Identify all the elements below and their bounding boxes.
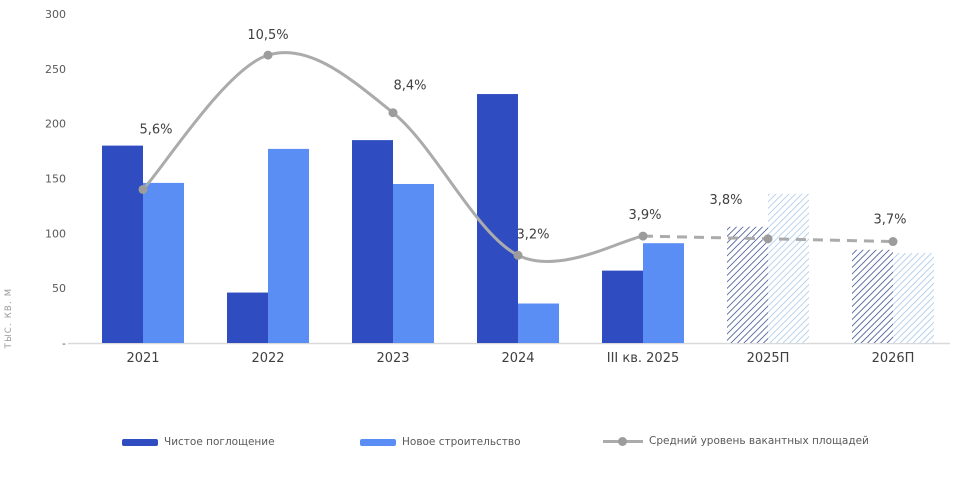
x-tick-2021: 2021 — [126, 351, 159, 366]
y-tick-300: 300 — [45, 8, 66, 21]
vacancy-point-2024 — [513, 250, 523, 260]
y-tick-50: 50 — [52, 282, 66, 295]
y-axis-title: ТЫС. КВ. М — [4, 287, 14, 349]
bar-new-construction-2024 — [518, 303, 559, 343]
legend-label-vacancy-rate: Средний уровень вакантных площадей — [649, 435, 869, 447]
vacancy-label-2021: 5,6% — [139, 122, 172, 137]
x-tick-2026П: 2026П — [872, 351, 915, 366]
vacancy-point-2022 — [263, 50, 273, 60]
vacancy-point-III кв. 2025 — [638, 231, 648, 241]
x-tick-2025П: 2025П — [747, 351, 790, 366]
vacancy-point-2021 — [138, 184, 148, 194]
vacancy-label-2024: 3,2% — [516, 227, 549, 242]
bar-net-absorption-2026П — [852, 249, 893, 343]
vacancy-point-2025П — [763, 234, 773, 244]
x-tick-2023: 2023 — [376, 351, 409, 366]
bar-net-absorption-2025П — [727, 226, 768, 343]
x-tick-2022: 2022 — [251, 351, 284, 366]
net-absorption-swatch-icon — [122, 438, 158, 446]
vacancy-label-III кв. 2025: 3,9% — [628, 208, 661, 223]
y-tick-250: 250 — [45, 63, 66, 76]
vacancy-label-2023: 8,4% — [393, 79, 426, 94]
x-tick-III кв. 2025: III кв. 2025 — [607, 351, 680, 366]
chart-plot-area: 300 250 200 150 100 50 - 5,6% 10,5% 8,4% 3,2% 3,9% 3… — [45, 8, 950, 366]
legend-item-net-absorption: Чистое поглощение — [122, 436, 275, 448]
legend-item-vacancy-rate: Средний уровень вакантных площадей — [603, 435, 869, 447]
bar-net-absorption-2022 — [227, 292, 268, 343]
new-construction-swatch-icon — [360, 438, 396, 446]
vacancy-label-2022: 10,5% — [247, 28, 288, 43]
bar-net-absorption-2021 — [102, 145, 143, 343]
y-tick-200: 200 — [45, 118, 66, 131]
bar-new-construction-2023 — [393, 183, 434, 343]
bar-net-absorption-2024 — [477, 94, 518, 343]
legend-label-new-construction: Новое строительство — [402, 436, 521, 448]
bar-net-absorption-III кв. 2025 — [602, 270, 643, 343]
bar-net-absorption-2023 — [352, 140, 393, 343]
vacancy-line-marker-icon — [603, 436, 643, 446]
vacancy-point-2023 — [388, 108, 398, 118]
vacancy-label-2025П: 3,8% — [709, 193, 742, 208]
vacancy-point-2026П — [888, 237, 898, 247]
y-tick-150: 150 — [45, 173, 66, 186]
bar-new-construction-III кв. 2025 — [643, 243, 684, 343]
bar-new-construction-2026П — [893, 253, 934, 343]
legend-item-new-construction: Новое строительство — [360, 436, 521, 448]
bar-new-construction-2022 — [268, 148, 309, 343]
x-tick-2024: 2024 — [501, 351, 534, 366]
bar-new-construction-2021 — [143, 182, 184, 343]
chart-legend: Чистое поглощение Новое строительство Ср… — [0, 433, 960, 453]
legend-label-net-absorption: Чистое поглощение — [164, 436, 275, 448]
y-tick-100: 100 — [45, 227, 66, 240]
bar-new-construction-2025П — [768, 193, 809, 343]
y-tick--: - — [62, 337, 66, 350]
vacancy-label-2026П: 3,7% — [873, 213, 906, 228]
